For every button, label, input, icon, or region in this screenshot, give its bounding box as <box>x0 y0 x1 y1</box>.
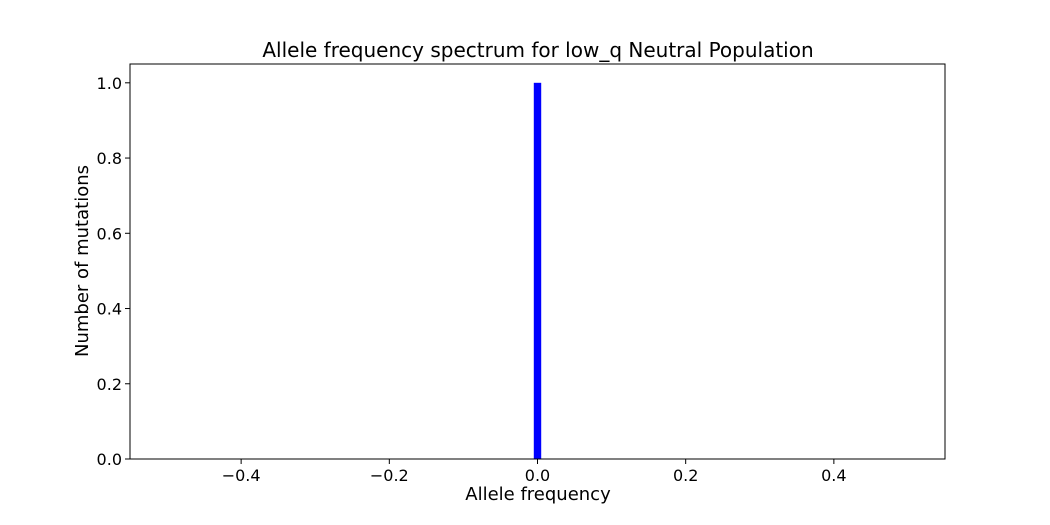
y-tick-label-2: 0.4 <box>97 300 122 319</box>
y-tick-label-3: 0.6 <box>97 224 122 243</box>
x-tick-label-0: −0.4 <box>222 466 261 485</box>
x-tick-label-3: 0.2 <box>673 466 698 485</box>
y-tick-label-4: 0.8 <box>97 149 122 168</box>
y-tick-label-5: 1.0 <box>97 74 122 93</box>
bar-0 <box>533 82 542 460</box>
plot-frame <box>129 63 946 460</box>
chart-title: Allele frequency spectrum for low_q Neut… <box>262 38 813 62</box>
bars-layer <box>533 82 542 460</box>
x-tick-label-1: −0.2 <box>370 466 409 485</box>
x-tick-label-4: 0.4 <box>821 466 846 485</box>
y-axis-label: Number of mutations <box>72 165 93 357</box>
x-tick-label-2: 0.0 <box>525 466 550 485</box>
y-tick-label-1: 0.2 <box>97 375 122 394</box>
y-tick-label-0: 0.0 <box>97 450 122 469</box>
ticks-layer: −0.4 −0.2 0.0 0.2 0.4 0.0 0.2 0.4 0.6 0.8 1.0 <box>97 74 847 485</box>
x-axis-label: Allele frequency <box>465 484 611 505</box>
